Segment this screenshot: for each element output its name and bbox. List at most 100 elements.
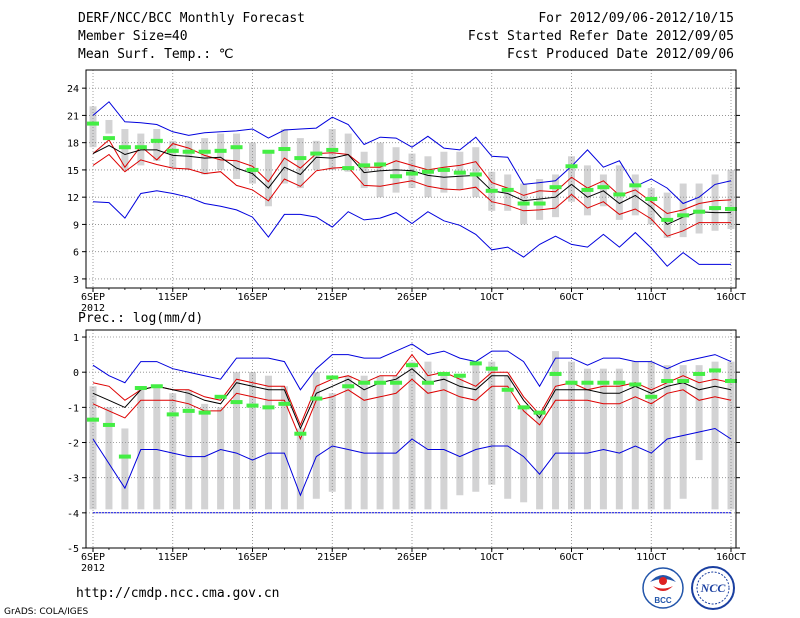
median-marker [693, 209, 706, 214]
y-tick-label: -3 [67, 474, 79, 485]
median-marker [246, 403, 259, 408]
median-marker [198, 410, 211, 415]
median-marker [390, 174, 403, 179]
median-marker [278, 401, 291, 406]
median-marker [406, 363, 418, 368]
spread-box [121, 129, 129, 170]
median-marker [677, 378, 690, 383]
y-tick-label: 21 [67, 111, 79, 122]
spread-box [360, 151, 368, 189]
spread-box [153, 129, 161, 161]
produced-date: Fcst Produced Date 2012/09/06 [507, 47, 734, 62]
mean-series-line [92, 144, 731, 226]
x-tick-label: 6SEP [81, 292, 105, 303]
median-marker [677, 213, 690, 218]
median-marker [453, 373, 466, 378]
y-tick-label: -1 [67, 403, 79, 414]
median-marker [326, 147, 339, 152]
median-marker [230, 400, 243, 405]
x-tick-label: 6OCT [559, 552, 583, 563]
spread-box [663, 365, 671, 510]
median-marker [517, 405, 530, 410]
upper-series-line [92, 353, 732, 427]
x-year-label: 2012 [81, 563, 105, 574]
spread-box [695, 365, 703, 461]
spread-box [392, 375, 400, 510]
grads-credit: GrADS: COLA/IGES [4, 607, 88, 617]
median-marker [661, 378, 674, 383]
median-marker [709, 206, 722, 211]
spread-box [456, 375, 464, 496]
x-tick-label: 21SEP [317, 552, 347, 563]
median-marker [613, 380, 626, 385]
x-tick-label: 16SEP [237, 552, 267, 563]
median-marker [581, 187, 594, 192]
median-marker [87, 417, 99, 422]
spread-box [360, 375, 368, 510]
x-tick-label: 11OCT [636, 292, 666, 303]
y-tick-label: -5 [67, 544, 79, 555]
y-tick-label: 24 [67, 84, 79, 95]
forecast-period: For 2012/09/06-2012/10/15 [538, 11, 734, 26]
y-tick-label: 9 [73, 220, 79, 231]
y-tick-label: 15 [67, 166, 79, 177]
lower-series-line [92, 153, 731, 237]
variable-label: Mean Surf. Temp.: ℃ [78, 47, 233, 62]
spread-box [472, 361, 480, 492]
precip-plot-frame [85, 329, 737, 549]
median-marker [118, 145, 131, 150]
median-marker [725, 378, 737, 383]
x-year-label: 2012 [81, 303, 105, 314]
spread-box [201, 138, 209, 175]
spread-box [105, 407, 113, 510]
y-tick-label: 12 [67, 193, 79, 204]
x-tick-label: 11SEP [158, 552, 188, 563]
y-tick-label: -4 [67, 509, 79, 520]
spread-box [536, 414, 544, 510]
spread-box [631, 361, 639, 510]
median-marker [565, 164, 578, 169]
spread-box [217, 407, 225, 510]
median-marker [725, 206, 737, 211]
x-tick-label: 16OCT [716, 292, 746, 303]
y-tick-label: 1 [73, 333, 79, 344]
spread-box [552, 174, 560, 218]
precip-lines [92, 343, 732, 514]
median-marker [358, 380, 371, 385]
median-marker [262, 149, 275, 154]
x-tick-label: 6SEP [81, 552, 105, 563]
bcc-logo-text: BCC [654, 596, 672, 605]
spread-box [472, 147, 480, 198]
median-marker [118, 454, 131, 459]
y-tick-label: 0 [73, 368, 79, 379]
spread-box [185, 140, 193, 170]
spread-box [552, 351, 560, 510]
min-series-line [92, 427, 732, 497]
median-marker [198, 149, 211, 154]
spread-box [695, 183, 703, 234]
median-marker [469, 361, 482, 366]
spread-box [249, 372, 256, 510]
x-tick-label: 11SEP [158, 292, 188, 303]
precip-medians [87, 361, 737, 459]
chart-title: DERF/NCC/BCC Monthly Forecast [78, 11, 305, 26]
median-marker [437, 167, 450, 172]
bcc-logo: BCC [642, 567, 684, 609]
median-marker [421, 169, 434, 174]
source-url[interactable]: http://cmdp.ncc.cma.gov.cn [76, 586, 280, 601]
spread-box [424, 156, 432, 198]
median-marker [629, 183, 642, 188]
median-marker [390, 380, 403, 385]
median-marker [374, 380, 387, 385]
max-series-line [92, 343, 732, 391]
spread-box [440, 151, 448, 193]
median-marker [485, 366, 498, 371]
x-tick-label: 26SEP [397, 552, 427, 563]
temp-plot-frame [85, 69, 737, 289]
spread-box [121, 428, 129, 510]
spread-box [280, 386, 288, 510]
median-marker [214, 394, 227, 399]
median-marker [310, 396, 323, 401]
median-marker [150, 384, 163, 389]
